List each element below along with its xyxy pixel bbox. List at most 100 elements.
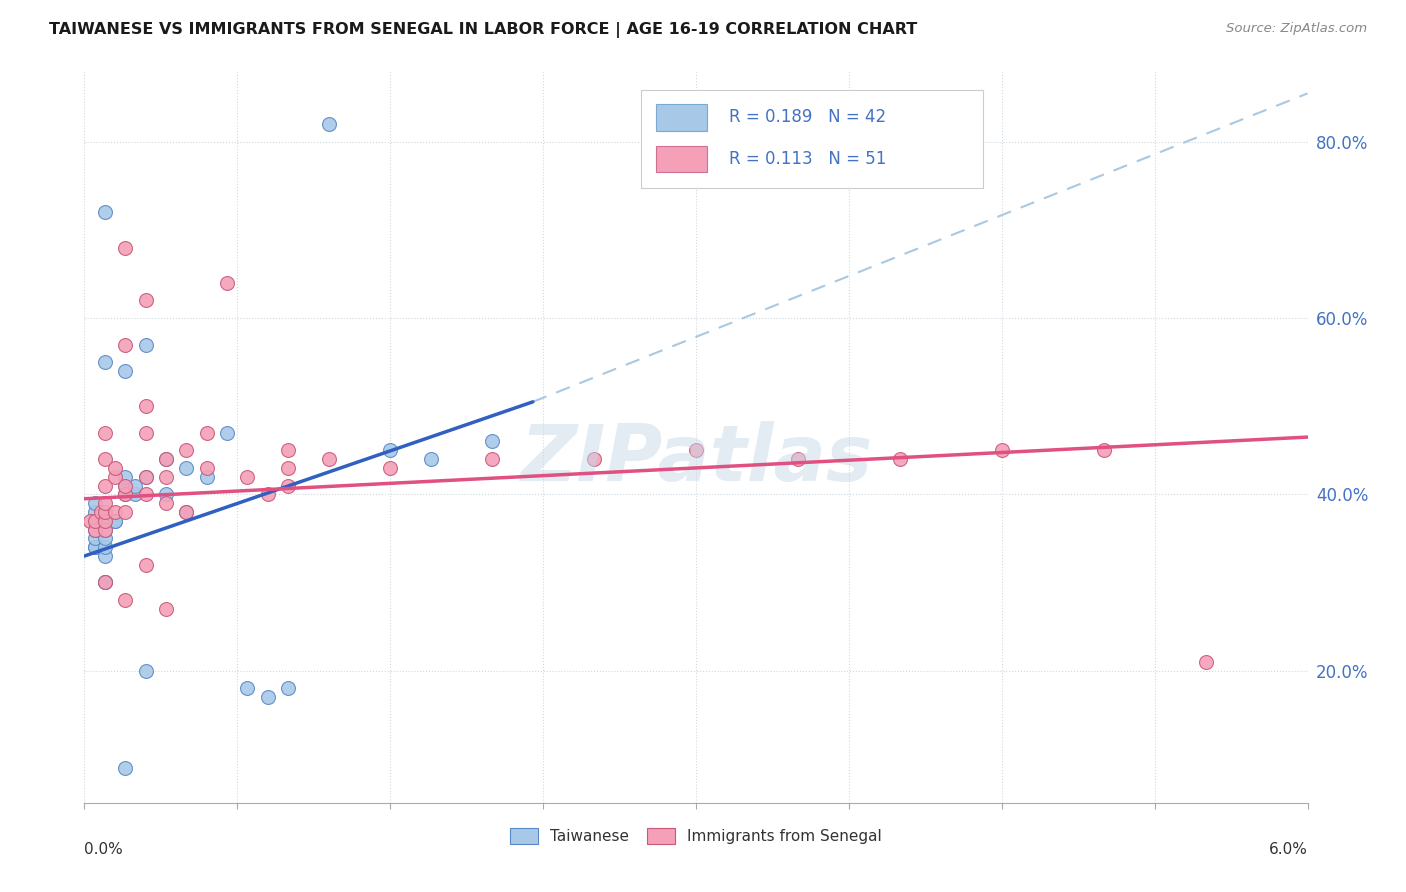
Point: [83, 540, 105, 554]
Point: [135, 293, 157, 308]
Point: [257, 487, 280, 501]
Point: [83, 505, 105, 519]
Point: [83, 514, 105, 528]
Point: [114, 505, 136, 519]
Point: [83, 523, 105, 537]
Point: [79, 514, 101, 528]
Point: [685, 443, 707, 458]
Point: [93, 355, 117, 369]
Text: R = 0.189   N = 42: R = 0.189 N = 42: [728, 109, 886, 127]
Point: [93, 575, 117, 590]
Point: [93, 575, 117, 590]
Point: [114, 593, 136, 607]
Point: [318, 117, 340, 131]
Point: [135, 469, 157, 483]
Point: [380, 443, 402, 458]
Text: Source: ZipAtlas.com: Source: ZipAtlas.com: [1226, 22, 1367, 36]
Point: [277, 478, 299, 492]
FancyBboxPatch shape: [641, 90, 983, 188]
Point: [104, 514, 127, 528]
Text: R = 0.113   N = 51: R = 0.113 N = 51: [728, 150, 886, 168]
Point: [114, 487, 136, 501]
Point: [195, 469, 218, 483]
Point: [93, 425, 117, 440]
Point: [124, 478, 146, 492]
Point: [104, 461, 127, 475]
Point: [135, 399, 157, 413]
Point: [135, 664, 157, 678]
Point: [114, 760, 136, 774]
Point: [114, 478, 136, 492]
Point: [176, 505, 198, 519]
Point: [135, 425, 157, 440]
Text: ZIPatlas: ZIPatlas: [520, 421, 872, 497]
Point: [93, 523, 117, 537]
Point: [277, 461, 299, 475]
Legend: Taiwanese, Immigrants from Senegal: Taiwanese, Immigrants from Senegal: [505, 822, 887, 850]
Point: [176, 443, 198, 458]
Point: [217, 276, 239, 290]
Point: [83, 540, 105, 554]
Point: [114, 478, 136, 492]
Text: 6.0%: 6.0%: [1268, 842, 1308, 856]
Point: [93, 205, 117, 219]
Point: [787, 452, 810, 467]
Point: [176, 505, 198, 519]
Point: [155, 452, 177, 467]
Point: [83, 523, 105, 537]
Point: [104, 505, 127, 519]
Point: [90, 505, 112, 519]
Point: [83, 496, 105, 510]
Point: [991, 443, 1014, 458]
Point: [114, 241, 136, 255]
Point: [93, 514, 117, 528]
Point: [1195, 655, 1218, 669]
Point: [135, 337, 157, 351]
Point: [481, 452, 503, 467]
Point: [195, 425, 218, 440]
Point: [380, 461, 402, 475]
Point: [104, 469, 127, 483]
Text: 0.0%: 0.0%: [84, 842, 124, 856]
Point: [93, 540, 117, 554]
Point: [114, 337, 136, 351]
Point: [93, 514, 117, 528]
Point: [155, 469, 177, 483]
Point: [135, 487, 157, 501]
Point: [889, 452, 911, 467]
Point: [195, 461, 218, 475]
Point: [277, 681, 299, 696]
Point: [114, 487, 136, 501]
Point: [583, 452, 606, 467]
FancyBboxPatch shape: [655, 146, 707, 172]
Point: [135, 558, 157, 572]
Point: [93, 523, 117, 537]
Point: [135, 469, 157, 483]
Point: [114, 364, 136, 378]
Point: [176, 461, 198, 475]
Point: [93, 549, 117, 563]
Point: [83, 532, 105, 546]
Point: [481, 434, 503, 449]
Point: [155, 487, 177, 501]
Point: [257, 690, 280, 704]
Point: [277, 443, 299, 458]
Point: [155, 496, 177, 510]
Point: [155, 452, 177, 467]
Point: [318, 452, 340, 467]
Point: [420, 452, 443, 467]
Point: [93, 496, 117, 510]
Point: [114, 469, 136, 483]
Point: [236, 681, 259, 696]
Point: [217, 425, 239, 440]
Point: [236, 469, 259, 483]
Point: [83, 514, 105, 528]
Point: [93, 575, 117, 590]
Point: [124, 487, 146, 501]
Point: [93, 505, 117, 519]
FancyBboxPatch shape: [655, 104, 707, 130]
Text: TAIWANESE VS IMMIGRANTS FROM SENEGAL IN LABOR FORCE | AGE 16-19 CORRELATION CHAR: TAIWANESE VS IMMIGRANTS FROM SENEGAL IN …: [49, 22, 918, 38]
Point: [93, 505, 117, 519]
Point: [104, 514, 127, 528]
Point: [93, 478, 117, 492]
